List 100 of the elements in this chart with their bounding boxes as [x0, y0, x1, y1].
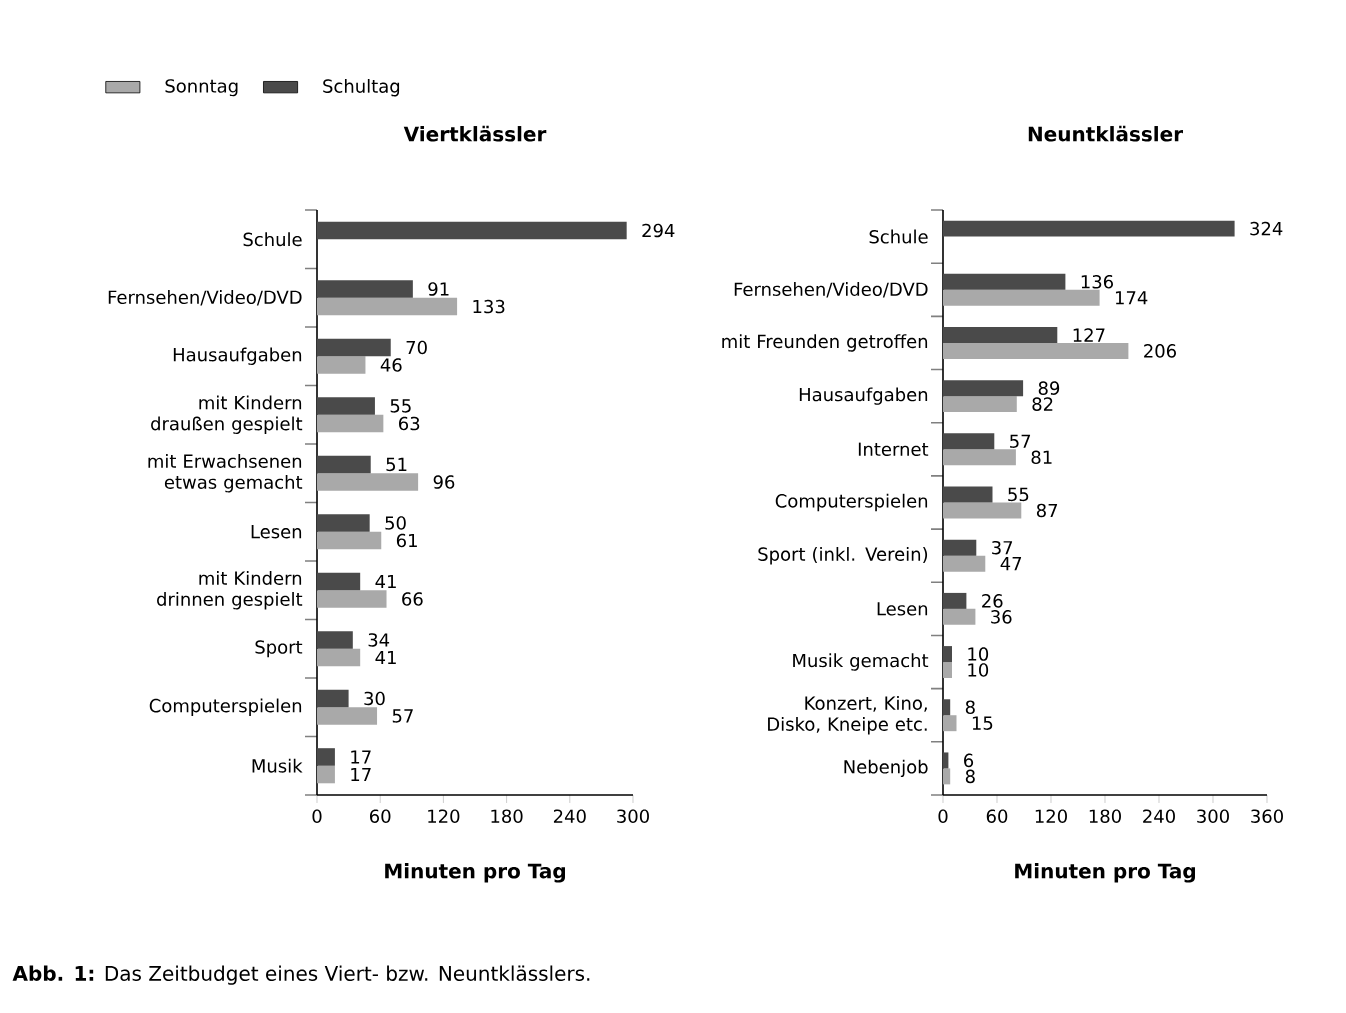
data-label: 10 — [968, 663, 989, 677]
y-tick-label: Nebenjob — [844, 759, 928, 778]
x-tick-label: 120 — [428, 809, 460, 823]
bar — [943, 449, 1016, 466]
bar — [317, 707, 378, 725]
chart-title: Neuntklässler — [1028, 125, 1183, 142]
x-tick-label: 0 — [312, 809, 322, 823]
data-label: 89 — [1038, 381, 1060, 395]
y-tick-label: Konzert, Kino, Disko, Kneipe etc. — [768, 696, 927, 735]
y-tick-label: Musik — [252, 758, 303, 773]
data-label: 127 — [1073, 328, 1105, 342]
y-tick-label: mit Kindern draußen gespielt — [151, 395, 303, 434]
data-label: 81 — [1031, 450, 1052, 465]
y-tick-label: Sport (inkl. Verein) — [758, 546, 928, 565]
y-tick-label: Sport — [255, 640, 303, 658]
x-tick-label: 60 — [370, 809, 391, 823]
bar — [317, 397, 375, 415]
data-label: 41 — [375, 574, 396, 589]
bar — [317, 297, 458, 316]
data-label: 63 — [399, 416, 420, 431]
bar — [317, 572, 361, 591]
bar — [943, 539, 977, 556]
legend-label: Sonntag — [165, 79, 238, 97]
bar — [943, 715, 957, 732]
bar — [943, 289, 1100, 306]
y-tick-label: Hausaufgaben — [799, 387, 928, 405]
bar — [943, 342, 1129, 359]
x-tick-label: 0 — [938, 809, 948, 823]
y-tick-label: mit Freunden getroffen — [722, 334, 928, 352]
chart-title: Viertklässler — [403, 125, 547, 142]
data-label: 82 — [1032, 397, 1053, 411]
x-tick-label: 180 — [1089, 809, 1121, 823]
x-axis-title: Minuten pro Tag — [385, 863, 565, 883]
x-tick-label: 240 — [1143, 809, 1175, 823]
bar — [317, 648, 361, 667]
bar — [943, 592, 967, 609]
data-label: 136 — [1081, 274, 1114, 289]
bar — [317, 473, 419, 491]
data-label: 61 — [396, 533, 417, 548]
y-tick-label: mit Erwachsenen etwas gemacht — [148, 454, 303, 493]
data-label: 294 — [642, 223, 675, 238]
bar — [943, 646, 952, 663]
data-label: 55 — [390, 399, 411, 413]
data-label: 15 — [972, 716, 993, 730]
y-tick-label: Schule — [869, 229, 928, 244]
y-tick-label: Fernsehen/Video/DVD — [108, 290, 302, 306]
bar — [943, 380, 1024, 397]
data-label: 36 — [991, 610, 1012, 624]
x-axis-title: Minuten pro Tag — [1015, 863, 1195, 883]
bar — [317, 414, 384, 433]
data-label: 8 — [965, 700, 975, 715]
data-label: 17 — [351, 767, 371, 782]
data-label: 206 — [1144, 344, 1177, 358]
data-label: 57 — [1010, 434, 1031, 449]
bar — [317, 689, 349, 708]
x-tick-label: 60 — [986, 809, 1008, 823]
bar — [943, 502, 1022, 519]
data-label: 30 — [364, 691, 385, 706]
y-tick-label: Lesen — [877, 602, 928, 616]
y-tick-label: Fernsehen/Video/DVD — [734, 282, 928, 298]
y-tick-label: Lesen — [251, 525, 302, 539]
bar — [317, 338, 391, 357]
y-tick-label: Hausaufgaben — [173, 347, 302, 365]
data-label: 8 — [965, 769, 975, 784]
data-label: 70 — [406, 340, 427, 355]
bar — [943, 699, 951, 716]
bar — [317, 221, 627, 240]
data-label: 50 — [385, 516, 406, 530]
x-tick-label: 300 — [1197, 809, 1229, 823]
bar — [317, 455, 371, 474]
bar — [943, 555, 986, 572]
x-tick-label: 300 — [617, 809, 649, 823]
y-tick-label: Internet — [858, 442, 929, 456]
data-label: 66 — [402, 592, 423, 606]
x-tick-label: 180 — [491, 809, 523, 823]
bar — [317, 590, 387, 608]
y-tick-label: Musik gemacht — [793, 653, 929, 671]
data-label: 26 — [982, 594, 1003, 608]
bar — [317, 631, 353, 649]
data-label: 91 — [428, 282, 449, 296]
y-tick-label: Computerspielen — [775, 493, 928, 512]
y-tick-label: Schule — [243, 232, 302, 247]
data-label: 87 — [1036, 503, 1058, 518]
data-label: 41 — [375, 650, 396, 665]
bar — [317, 356, 366, 374]
data-label: 133 — [473, 299, 505, 314]
data-label: 17 — [351, 750, 371, 764]
bar — [943, 327, 1058, 343]
bar — [943, 662, 952, 678]
data-label: 6 — [964, 753, 974, 768]
data-label: 37 — [992, 540, 1013, 555]
bar — [943, 752, 949, 769]
bar — [943, 486, 993, 503]
bar — [943, 220, 1235, 237]
bar — [943, 396, 1017, 413]
data-label: 34 — [368, 633, 390, 647]
data-label: 55 — [1008, 487, 1029, 502]
bar — [943, 768, 951, 785]
data-label: 324 — [1250, 221, 1283, 236]
x-tick-label: 120 — [1035, 809, 1067, 823]
